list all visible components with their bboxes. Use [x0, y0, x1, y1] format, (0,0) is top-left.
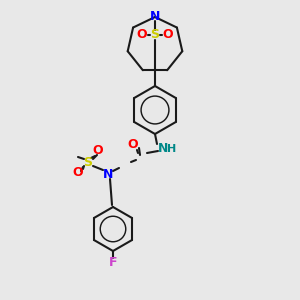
Text: O: O — [163, 28, 173, 41]
Text: H: H — [167, 144, 177, 154]
Text: N: N — [103, 167, 113, 181]
Text: O: O — [137, 28, 147, 41]
Text: S: S — [83, 155, 92, 169]
Text: O: O — [93, 145, 103, 158]
Text: N: N — [158, 142, 168, 154]
Text: N: N — [150, 11, 160, 23]
Text: O: O — [73, 166, 83, 178]
Text: O: O — [128, 137, 138, 151]
Text: F: F — [109, 256, 117, 269]
Text: S: S — [151, 28, 160, 41]
